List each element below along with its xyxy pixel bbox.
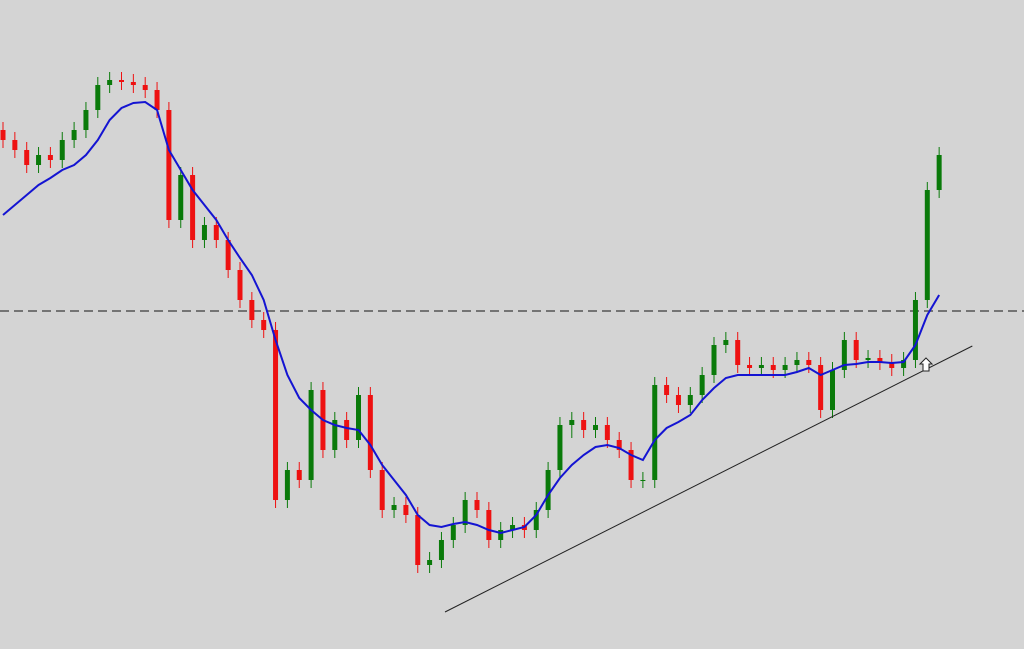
candle-body xyxy=(107,80,113,85)
candle-body xyxy=(438,540,444,560)
candle-body xyxy=(735,340,741,365)
candle-body xyxy=(652,385,658,480)
candle-body xyxy=(747,365,753,368)
candle-body xyxy=(557,425,563,470)
candle-body xyxy=(865,358,871,360)
candle-body xyxy=(47,155,53,160)
candle-body xyxy=(59,140,65,160)
candle-body xyxy=(415,515,421,565)
candle-body xyxy=(794,360,800,365)
candle-body xyxy=(391,505,397,510)
candle-body xyxy=(912,300,918,360)
candle-body xyxy=(379,470,385,510)
candle-body xyxy=(510,525,516,530)
candle-body xyxy=(830,370,835,410)
candle-body xyxy=(0,130,6,140)
candle-body xyxy=(628,450,634,480)
candle-body xyxy=(154,90,160,110)
candle-body xyxy=(261,320,267,330)
candle-body xyxy=(474,500,480,510)
candle-body xyxy=(284,470,290,500)
candle-body xyxy=(95,85,101,110)
candle-body xyxy=(71,130,77,140)
candle-body xyxy=(711,345,717,375)
candle-body xyxy=(178,175,184,220)
candle-body xyxy=(936,155,942,190)
candle-body xyxy=(225,240,231,270)
candle-body xyxy=(24,150,30,165)
candle-body xyxy=(12,140,18,150)
candle-body xyxy=(249,300,255,320)
candle-body xyxy=(593,425,598,430)
candle-body xyxy=(356,395,361,440)
candle-body xyxy=(190,175,196,240)
candle-body xyxy=(427,560,433,565)
candle-body xyxy=(367,395,373,470)
candle-body xyxy=(545,470,551,510)
candle-body xyxy=(901,360,907,368)
candle-body xyxy=(533,510,539,530)
candle-body xyxy=(166,110,172,220)
candle-body xyxy=(604,425,610,440)
candle-body xyxy=(119,80,124,82)
candle-body xyxy=(462,500,468,525)
candle-body xyxy=(675,395,681,405)
candle-body xyxy=(296,470,302,480)
candle-body xyxy=(344,420,350,440)
candle-body xyxy=(308,390,314,480)
candle-body xyxy=(877,358,883,362)
candle-body xyxy=(687,395,693,405)
candle-body xyxy=(818,365,824,410)
candle-body xyxy=(853,340,859,360)
candle-body xyxy=(924,190,930,300)
candle-body xyxy=(83,110,89,130)
candle-body xyxy=(758,365,764,368)
candle-body xyxy=(889,362,895,368)
candle-body xyxy=(664,385,670,395)
candle-body xyxy=(806,360,812,365)
candle-body xyxy=(723,340,729,345)
candle-body xyxy=(640,480,646,481)
candle-body xyxy=(213,225,219,240)
candle-body xyxy=(569,420,575,425)
candle-body xyxy=(450,525,456,540)
moving-average xyxy=(2,100,941,535)
candle-body xyxy=(273,330,279,500)
candle-body xyxy=(770,365,776,370)
candle-body xyxy=(782,365,788,370)
candle-body xyxy=(699,375,705,395)
arrow-icon xyxy=(918,357,934,372)
candle-body xyxy=(616,440,622,450)
candle-body xyxy=(841,340,847,370)
candle-body xyxy=(142,85,148,90)
candle-body xyxy=(581,420,587,430)
trend-line xyxy=(444,345,973,613)
candle-body xyxy=(498,530,504,540)
candle-body xyxy=(332,420,338,450)
candle-body xyxy=(201,225,207,240)
candle-body xyxy=(403,505,409,515)
candle-body xyxy=(486,510,492,540)
candle-body xyxy=(237,270,243,300)
candle-body xyxy=(130,82,136,85)
candle-body xyxy=(36,155,42,165)
